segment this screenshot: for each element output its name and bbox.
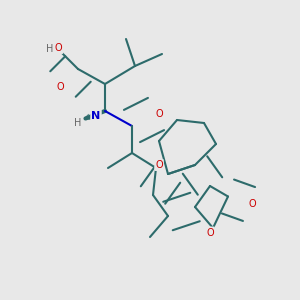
Text: O: O [155,109,163,119]
Text: O: O [155,160,163,170]
Text: N: N [92,110,100,121]
Text: O: O [55,43,62,53]
Text: H: H [46,44,53,55]
Text: H: H [74,118,82,128]
Text: O: O [56,82,64,92]
Text: O: O [248,199,256,209]
Text: O: O [206,227,214,238]
